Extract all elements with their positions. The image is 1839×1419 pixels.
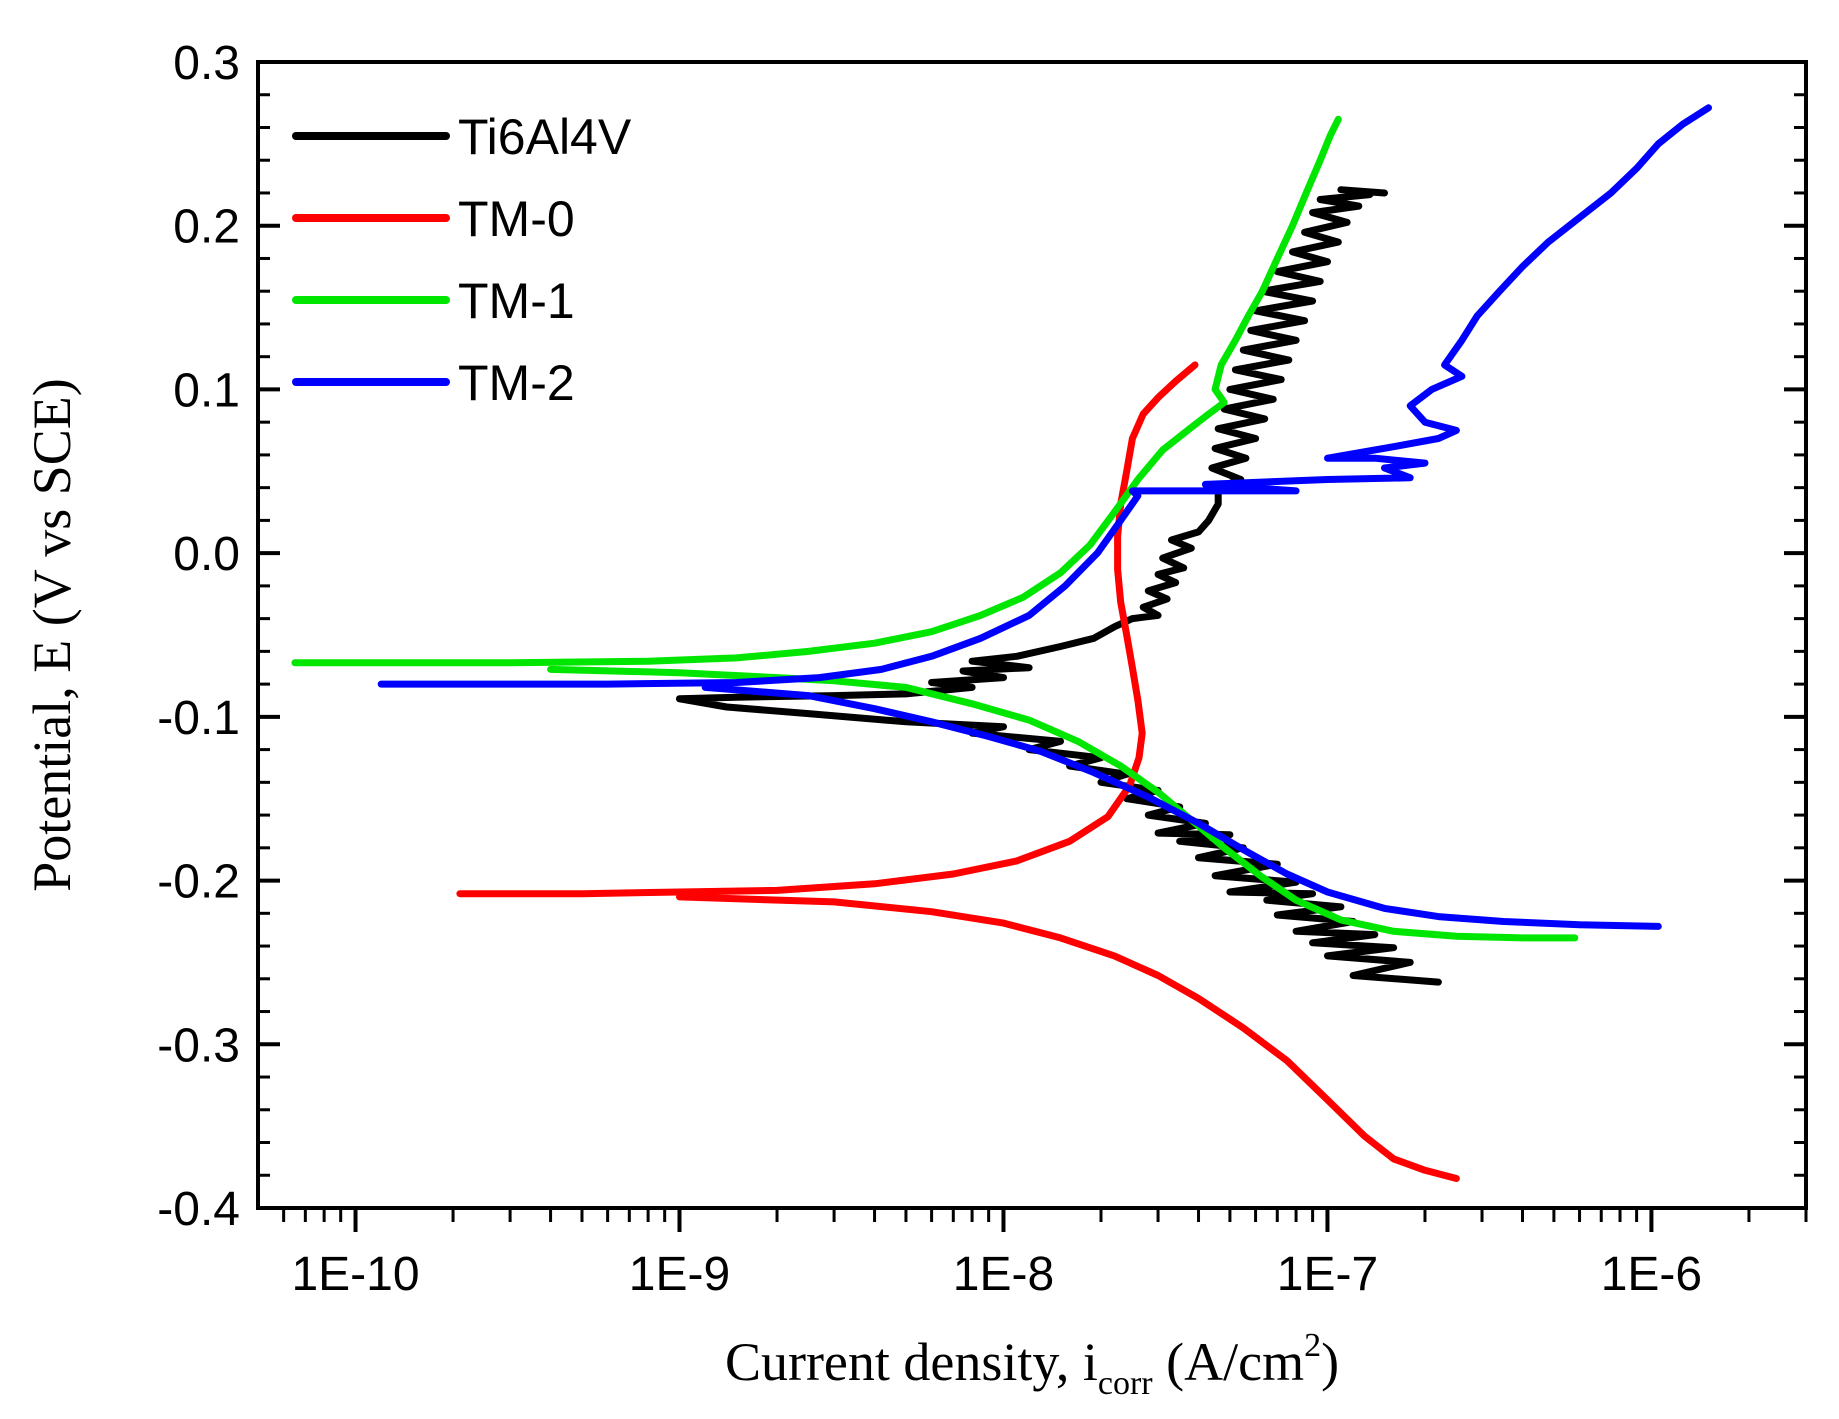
- series-line-tm-0-cathodic: [676, 893, 1460, 1182]
- x-axis-title-main: Current density, i: [725, 1332, 1098, 1392]
- y-tick-label: 0.3: [173, 37, 240, 90]
- legend: Ti6Al4V TM-0 TM-1 TM-2: [292, 109, 632, 411]
- series-line-tm-2: [377, 104, 1712, 688]
- x-tick-label: 1E-10: [291, 1248, 419, 1301]
- series-layer: [291, 104, 1712, 1182]
- x-tick-label: 1E-9: [629, 1248, 730, 1301]
- legend-label-tm-2: TM-2: [458, 355, 575, 411]
- x-tick-label: 1E-8: [953, 1248, 1054, 1301]
- y-tick-label: -0.3: [157, 1019, 240, 1072]
- y-tick-label: -0.2: [157, 856, 240, 909]
- legend-label-tm-0: TM-0: [458, 191, 575, 247]
- y-axis-title: Potential, E (V vs SCE): [22, 378, 82, 892]
- legend-label-tm-1: TM-1: [458, 273, 575, 329]
- series-line-tm-0: [456, 361, 1199, 898]
- series-line-tm-1-cathodic: [547, 665, 1579, 942]
- legend-label-ti6al4v: Ti6Al4V: [458, 109, 632, 165]
- x-axis-title: Current density, icorr (A/cm2): [725, 1327, 1339, 1402]
- tick-layer: 0.3 0.2 0.1 0.0 -0.1 -0.2 -0.3 -0.4 1E-10 1E-9 1E-…: [157, 37, 1808, 1301]
- y-tick-label: 0.1: [173, 364, 240, 417]
- y-tick-label: -0.1: [157, 692, 240, 745]
- x-axis-title-unit-suffix: ): [1321, 1332, 1339, 1392]
- x-tick-label: 1E-7: [1277, 1248, 1378, 1301]
- plot-frame: [256, 60, 1808, 1210]
- series-line-tm-2-cathodic: [701, 683, 1662, 930]
- x-axis-title-unit-prefix: (A/cm: [1153, 1332, 1304, 1392]
- x-axis-title-superscript: 2: [1304, 1327, 1321, 1364]
- x-axis-title-subscript: corr: [1098, 1365, 1153, 1402]
- y-tick-label: -0.4: [157, 1183, 240, 1236]
- y-tick-label: 0.0: [173, 528, 240, 581]
- series-line-tm-1: [291, 115, 1342, 667]
- x-tick-label: 1E-6: [1601, 1248, 1702, 1301]
- y-tick-label: 0.2: [173, 201, 240, 254]
